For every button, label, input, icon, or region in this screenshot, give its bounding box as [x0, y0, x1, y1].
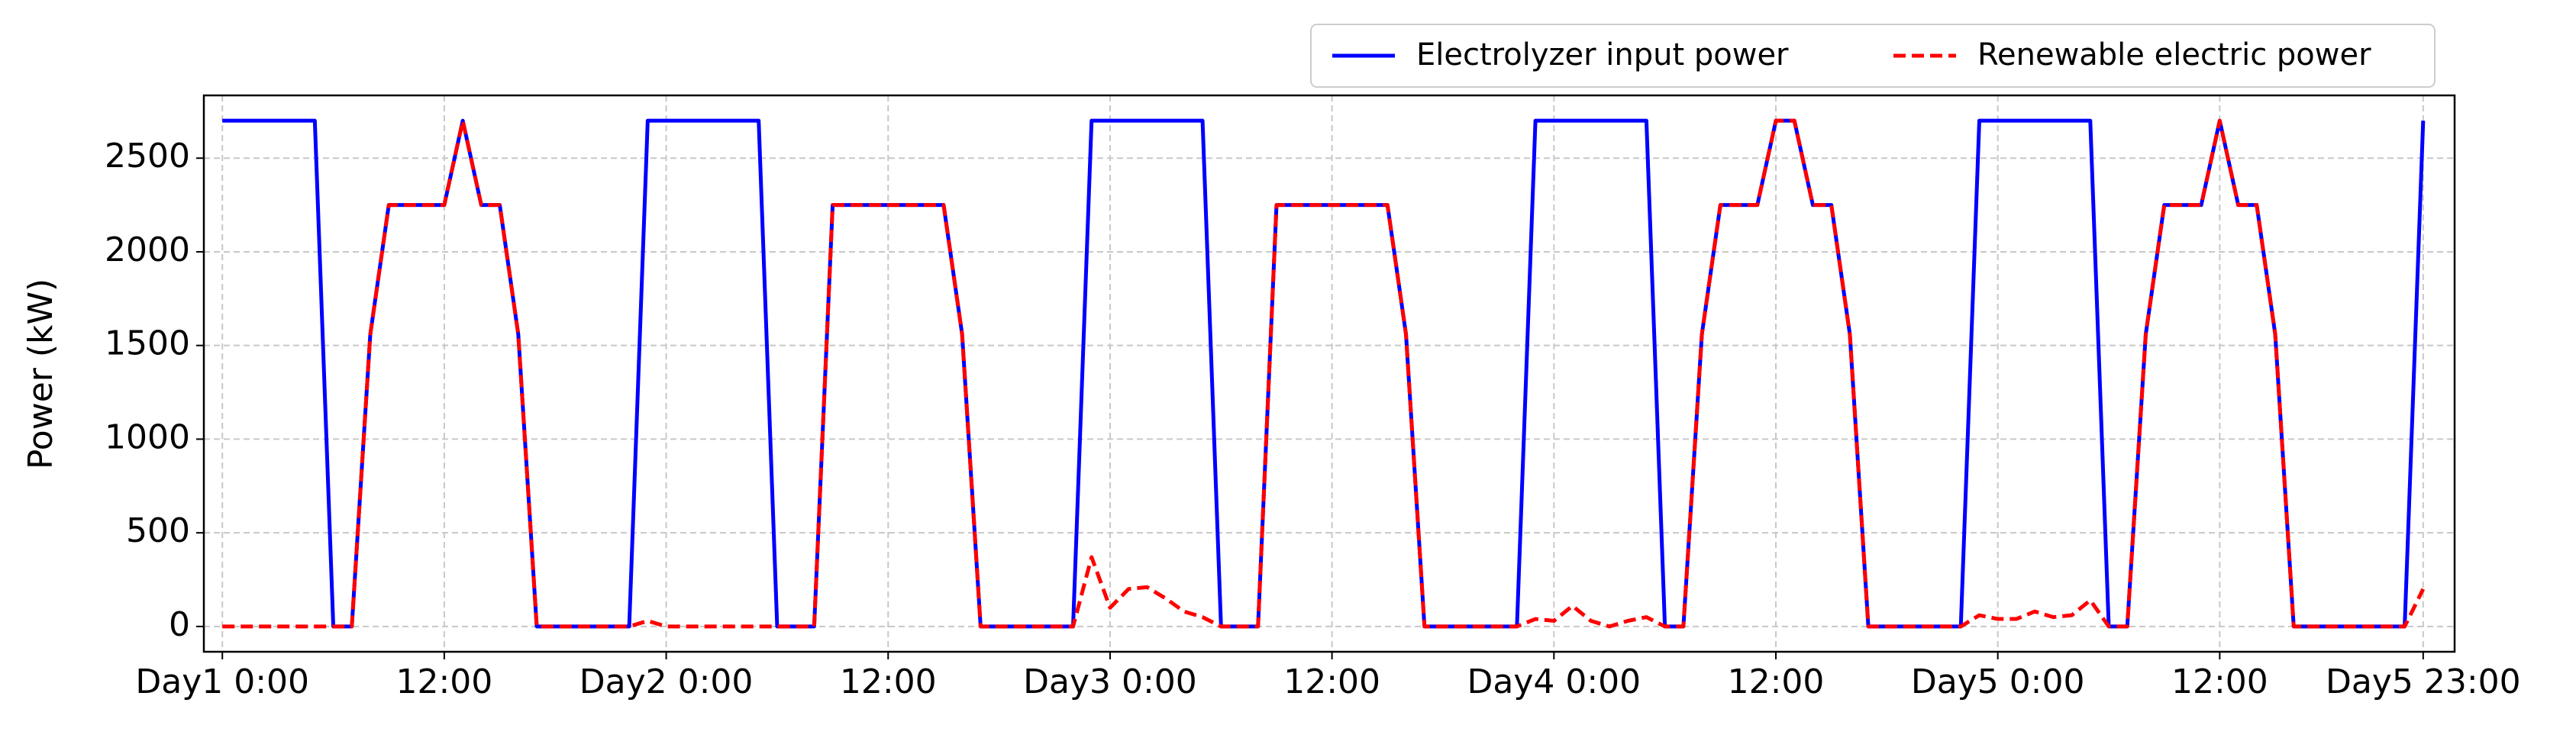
- x-tick-label: 12:00: [2171, 662, 2268, 701]
- x-tick-label: 12:00: [395, 662, 492, 701]
- y-tick-label: 2000: [105, 230, 190, 269]
- x-tick-label: Day4 0:00: [1467, 662, 1641, 701]
- data-line: [222, 118, 2426, 629]
- x-tick-label: Day2 0:00: [579, 662, 754, 701]
- legend-box: [1310, 24, 2436, 88]
- legend-label: Electrolyzer input power: [1416, 37, 1789, 73]
- y-tick-label: 2500: [105, 137, 190, 176]
- x-tick-label: Day1 0:00: [135, 662, 309, 701]
- plot-frame: [202, 94, 2456, 653]
- x-tick-label: Day5 0:00: [1911, 662, 2085, 701]
- data-line: [222, 118, 2426, 629]
- y-axis-label: Power (kW): [21, 279, 60, 469]
- y-tick-label: 0: [169, 605, 190, 644]
- x-tick-label: Day5 23:00: [2326, 662, 2521, 701]
- y-tick-label: 500: [126, 511, 190, 550]
- y-tick-label: 1500: [105, 324, 190, 363]
- y-tick-label: 1000: [105, 417, 190, 456]
- x-tick-label: 12:00: [840, 662, 937, 701]
- x-tick-label: 12:00: [1728, 662, 1825, 701]
- x-tick-label: 12:00: [1283, 662, 1380, 701]
- x-tick-label: Day3 0:00: [1023, 662, 1197, 701]
- legend-label: Renewable electric power: [1977, 37, 2371, 73]
